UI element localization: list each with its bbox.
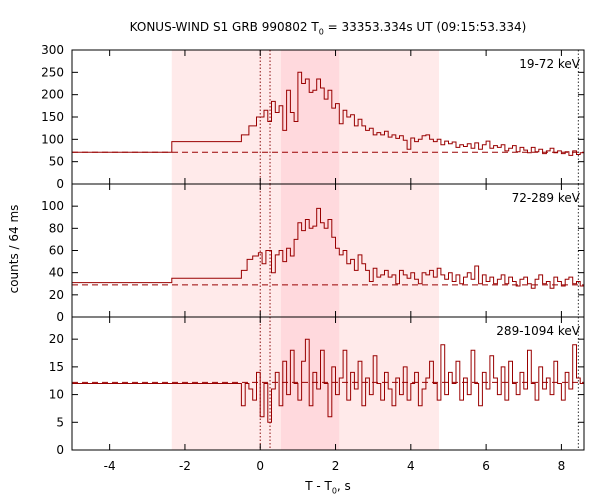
energy-band-label: 19-72 keV — [519, 57, 581, 71]
energy-band-label: 289-1094 keV — [496, 324, 580, 338]
light-curve-series — [72, 207, 584, 289]
y-tick-label: 60 — [49, 244, 64, 258]
y-tick-label: 100 — [41, 132, 64, 146]
y-tick-label: 150 — [41, 110, 64, 124]
y-tick-label: 300 — [41, 43, 64, 57]
x-tick-label: 0 — [256, 459, 264, 473]
light-curve-series — [72, 71, 584, 156]
y-tick-label: 80 — [49, 221, 64, 235]
chart-title: KONUS-WIND S1 GRB 990802 T0 = 33353.334s… — [129, 20, 527, 37]
y-tick-label: 15 — [49, 360, 64, 374]
y-tick-label: 0 — [56, 177, 64, 191]
light-curve-series — [72, 338, 584, 423]
y-tick-label: 20 — [49, 288, 64, 302]
y-tick-label: 5 — [56, 415, 64, 429]
energy-band-label: 72-289 keV — [512, 191, 581, 205]
y-tick-label: 0 — [56, 443, 64, 457]
y-tick-label: 200 — [41, 88, 64, 102]
y-tick-label: 250 — [41, 65, 64, 79]
y-tick-label: 0 — [56, 310, 64, 324]
x-axis-label: T - T0, s — [305, 479, 351, 496]
y-tick-label: 50 — [49, 155, 64, 169]
y-tick-label: 100 — [41, 199, 64, 213]
x-tick-label: -4 — [104, 459, 116, 473]
y-tick-label: 10 — [49, 388, 64, 402]
y-tick-label: 20 — [49, 332, 64, 346]
shaded-interval-2 — [280, 50, 340, 450]
x-tick-label: -2 — [179, 459, 191, 473]
panel-frame — [71, 316, 585, 451]
x-tick-label: 6 — [482, 459, 490, 473]
x-tick-label: 2 — [332, 459, 340, 473]
x-tick-label: 4 — [407, 459, 415, 473]
y-tick-label: 40 — [49, 266, 64, 280]
x-tick-label: 8 — [558, 459, 566, 473]
